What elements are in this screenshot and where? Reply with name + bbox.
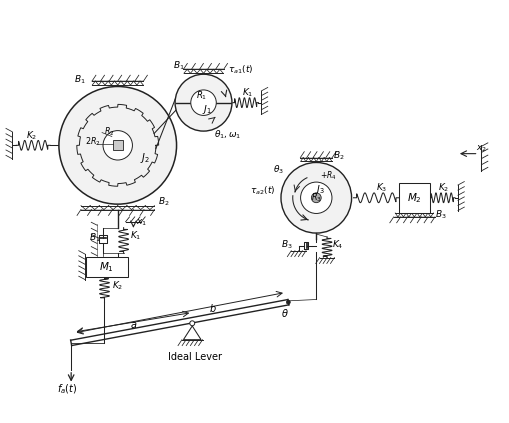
Text: $B_2$: $B_2$ (333, 150, 345, 162)
Text: $\theta_1, \omega_1$: $\theta_1, \omega_1$ (214, 129, 241, 141)
Text: $B_3$: $B_3$ (281, 239, 293, 251)
Circle shape (311, 193, 321, 203)
Text: $K_2$: $K_2$ (438, 182, 449, 195)
Text: $K_2$: $K_2$ (111, 279, 123, 292)
Text: $M_1$: $M_1$ (99, 260, 114, 274)
Text: $J_2$: $J_2$ (139, 151, 150, 165)
Text: $K_3$: $K_3$ (376, 182, 387, 195)
Text: $B_1$: $B_1$ (73, 73, 85, 85)
Polygon shape (183, 326, 201, 340)
Bar (86, 257, 128, 277)
Text: $B_2$: $B_2$ (158, 195, 169, 208)
Text: $\theta_3$: $\theta_3$ (273, 163, 284, 176)
Text: $K_4$: $K_4$ (331, 238, 343, 251)
Circle shape (190, 90, 216, 115)
Text: $R_1$: $R_1$ (196, 90, 207, 102)
Text: $x_2$: $x_2$ (475, 143, 486, 154)
Text: $J_1$: $J_1$ (201, 104, 211, 116)
Text: $B_3$: $B_3$ (435, 209, 446, 221)
Text: $J_3$: $J_3$ (315, 183, 325, 196)
Bar (112, 140, 122, 150)
Circle shape (103, 131, 132, 160)
Text: Ideal Lever: Ideal Lever (167, 352, 221, 362)
Text: $B_1$: $B_1$ (89, 231, 101, 244)
Text: $M_2$: $M_2$ (406, 191, 421, 205)
Text: $b$: $b$ (209, 302, 216, 314)
Text: $x_1$: $x_1$ (136, 218, 147, 228)
Text: $\tau_{a1}(t)$: $\tau_{a1}(t)$ (228, 63, 253, 76)
Circle shape (175, 74, 232, 131)
Text: $K_1$: $K_1$ (130, 229, 141, 242)
Circle shape (280, 162, 351, 233)
Circle shape (59, 86, 176, 204)
Text: $\tau_{a2}(t)$: $\tau_{a2}(t)$ (249, 185, 275, 198)
Circle shape (286, 300, 290, 304)
Circle shape (189, 321, 194, 326)
Text: $\theta$: $\theta$ (280, 307, 288, 319)
Text: $2R_2$: $2R_2$ (85, 135, 101, 148)
Circle shape (300, 182, 331, 214)
Text: $f_a(t)$: $f_a(t)$ (57, 382, 77, 396)
Bar (399, 183, 429, 213)
Text: $a$: $a$ (130, 320, 137, 330)
Text: $B_1$: $B_1$ (173, 59, 184, 72)
Text: $R_2$: $R_2$ (103, 126, 114, 138)
Text: $K_2$: $K_2$ (25, 129, 37, 142)
Text: $K_1$: $K_1$ (241, 87, 252, 99)
Text: $+R_4$: $+R_4$ (320, 169, 336, 181)
Text: $R_3$: $R_3$ (311, 191, 322, 204)
